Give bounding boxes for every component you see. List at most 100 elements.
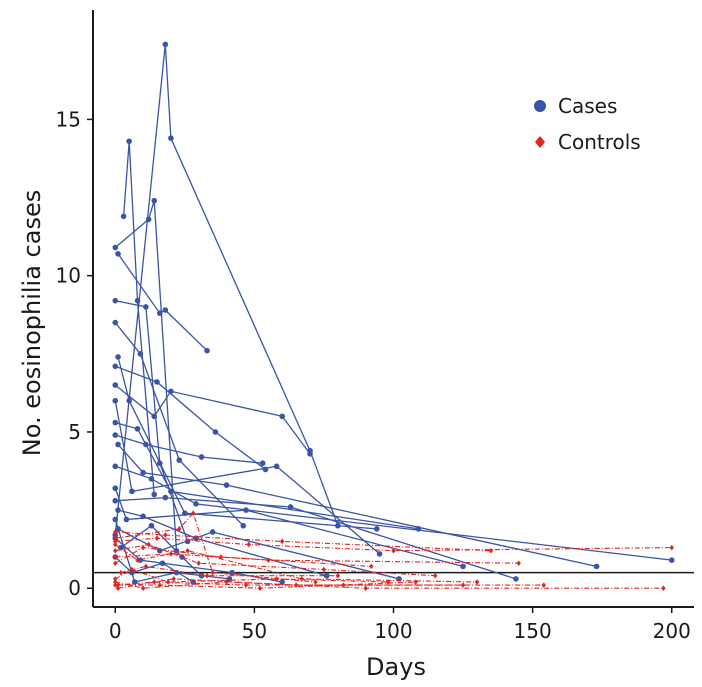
- data-point-cases: [151, 413, 158, 420]
- data-point-cases: [279, 579, 286, 585]
- data-point-cases: [112, 244, 119, 251]
- data-point-cases: [190, 579, 196, 585]
- data-point-controls: [385, 579, 391, 585]
- series-line-cases: [115, 365, 266, 471]
- data-point-controls: [165, 579, 171, 585]
- data-point-controls: [210, 569, 215, 576]
- x-tick-label: 100: [374, 619, 412, 643]
- series-line-controls: [120, 565, 338, 577]
- data-point-cases: [143, 441, 149, 448]
- data-point-controls: [433, 572, 438, 579]
- data-point-cases: [243, 507, 249, 513]
- series-line-controls: [115, 531, 491, 552]
- data-point-cases: [112, 319, 119, 326]
- series-line-cases: [114, 556, 194, 583]
- series-line-cases: [122, 141, 155, 495]
- data-point-cases: [162, 307, 169, 313]
- data-point-cases: [154, 379, 160, 385]
- data-point-cases: [148, 522, 155, 529]
- legend-item-cases: Cases: [534, 94, 617, 118]
- series-line-cases: [117, 444, 597, 568]
- data-point-cases: [140, 469, 146, 476]
- data-point-cases: [140, 513, 146, 520]
- data-point-controls: [171, 576, 176, 582]
- data-point-cases: [115, 441, 121, 448]
- data-point-cases: [115, 507, 121, 513]
- data-point-cases: [212, 429, 219, 435]
- y-tick-label: 0: [68, 576, 81, 600]
- data-point-cases: [668, 557, 675, 563]
- data-point-controls: [157, 582, 162, 588]
- data-point-controls: [177, 526, 182, 532]
- data-point-controls: [321, 566, 327, 573]
- data-point-cases: [145, 216, 152, 223]
- series-line-cases: [114, 487, 464, 568]
- data-point-cases: [148, 476, 155, 482]
- data-point-cases: [209, 529, 216, 535]
- data-point-cases: [259, 460, 266, 467]
- data-point-controls: [135, 557, 140, 563]
- data-point-controls: [341, 582, 346, 588]
- y-axis-title: No. eosinophilia cases: [18, 190, 46, 456]
- series-line-cases: [115, 496, 517, 580]
- legend-marker-controls: [535, 136, 545, 148]
- data-point-controls: [140, 544, 146, 551]
- data-point-controls: [488, 547, 494, 554]
- data-point-cases: [115, 526, 121, 532]
- series-line-cases: [115, 421, 419, 530]
- data-point-controls: [146, 541, 151, 548]
- data-point-cases: [374, 526, 380, 532]
- series-line-controls: [118, 581, 416, 589]
- data-point-cases: [162, 41, 169, 48]
- data-point-controls: [280, 538, 285, 545]
- data-point-controls: [363, 585, 368, 592]
- data-point-controls: [335, 572, 341, 579]
- legend-item-controls: Controls: [535, 130, 641, 154]
- data-point-cases: [112, 485, 119, 492]
- data-point-controls: [391, 547, 396, 554]
- series-line-cases: [114, 400, 381, 555]
- data-point-cases: [126, 138, 132, 145]
- data-point-controls: [115, 582, 121, 588]
- data-point-cases: [115, 354, 121, 360]
- data-point-controls: [661, 585, 666, 592]
- data-point-cases: [162, 494, 169, 501]
- data-point-cases: [204, 347, 210, 354]
- data-point-cases: [156, 547, 163, 554]
- data-point-controls: [313, 579, 318, 585]
- data-point-cases: [137, 557, 144, 563]
- data-point-cases: [151, 197, 158, 204]
- data-point-cases: [593, 563, 600, 570]
- data-point-cases: [134, 297, 141, 304]
- x-tick-label: 0: [109, 619, 122, 643]
- data-point-cases: [143, 304, 149, 310]
- data-point-cases: [120, 213, 127, 220]
- x-axis-title: Days: [366, 653, 426, 681]
- data-point-cases: [112, 363, 119, 370]
- data-point-cases: [151, 491, 158, 498]
- x-tick-label: 150: [514, 619, 552, 643]
- data-point-controls: [474, 579, 480, 585]
- data-point-controls: [274, 576, 279, 582]
- data-point-controls: [113, 554, 118, 560]
- data-point-controls: [154, 535, 160, 542]
- series-line-cases: [114, 537, 283, 583]
- data-point-controls: [190, 510, 196, 517]
- data-point-cases: [168, 388, 174, 395]
- series-line-cases: [117, 509, 327, 577]
- data-point-cases: [112, 419, 119, 426]
- y-tick-label: 10: [56, 264, 81, 288]
- series-controls: [113, 510, 674, 592]
- data-point-cases: [134, 426, 141, 432]
- data-point-controls: [204, 572, 210, 579]
- data-point-cases: [112, 463, 119, 470]
- data-point-cases: [376, 551, 383, 557]
- series-line-cases: [115, 434, 263, 464]
- data-point-controls: [369, 563, 374, 570]
- y-tick-label: 5: [68, 420, 81, 444]
- data-point-cases: [126, 397, 132, 404]
- data-point-controls: [113, 576, 118, 582]
- data-point-cases: [273, 463, 280, 470]
- data-point-controls: [246, 541, 252, 548]
- data-point-controls: [113, 579, 118, 585]
